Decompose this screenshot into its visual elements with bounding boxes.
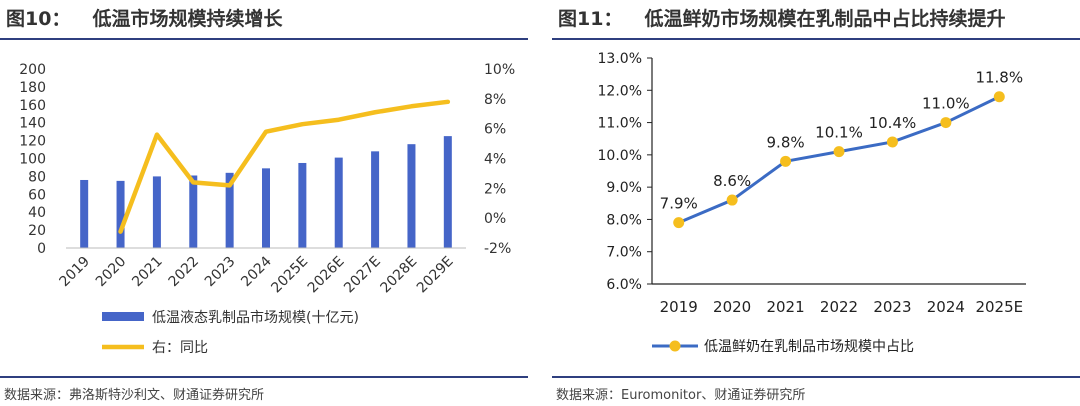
x-tick-label: 2021 [766,298,804,316]
bar [80,179,89,248]
bar [334,157,343,248]
data-label: 7.9% [660,195,698,213]
legend-bar-label: 低温液态乳制品市场规模(十亿元) [152,309,359,326]
x-tick-label: 2025E [975,298,1023,316]
data-label: 10.4% [869,114,917,132]
right-y-tick-label: 8% [484,92,506,108]
bar [262,168,270,248]
left-y-tick-label: 40 [28,205,46,221]
yoy-growth-line [118,99,451,234]
legend-label: 低温鲜奶在乳制品市场规模中占比 [704,338,914,355]
left-y-tick-label: 140 [19,116,46,132]
y-tick-label: 10.0% [598,148,642,164]
bar [298,162,307,248]
data-label: 11.0% [922,95,970,113]
x-tick-label: 2020 [93,254,130,291]
left-y-tick-label: 160 [19,98,46,114]
data-point [673,217,685,229]
data-point [940,117,952,129]
x-tick-label: 2021 [129,254,166,291]
y-tick-label: 6.0% [606,277,642,293]
left-title-rule [0,38,528,40]
right-y-tick-label: 10% [484,62,515,78]
x-tick-label: 2028E [378,254,421,297]
data-label: 9.8% [767,133,805,151]
y-tick-label: 8.0% [606,212,642,228]
x-tick-label: 2022 [820,298,858,316]
left-y-tick-label: 120 [19,134,46,150]
x-tick-label: 2020 [713,298,751,316]
left-bottom-rule [0,376,528,378]
left-y-tick-label: 60 [28,187,46,203]
right-figure-number: 图11： [558,8,623,30]
data-label: 11.8% [975,69,1023,87]
left-y-tick-label: 20 [28,223,46,239]
right-bottom-rule [552,376,1080,378]
bar [371,151,380,248]
legend-marker [669,340,681,352]
bar [189,175,198,248]
x-tick-label: 2024 [927,298,965,316]
left-figure-title: 图10： 低温市场规模持续增长 [6,4,282,31]
right-title-rule [552,38,1080,40]
x-tick-label: 2029E [414,254,457,297]
share-line [678,95,1000,225]
bar [152,176,161,248]
x-tick-label: 2026E [305,254,348,297]
right-chart: 6.0% 7.0% 8.0% 9.0% 10.0% 11.0% 12.0% 13.0% 2019… [598,51,1026,355]
right-y-tick-label: -2% [484,241,511,257]
right-figure-title: 图11： 低温鲜奶市场规模在乳制品中占比持续提升 [558,4,1005,31]
x-tick-label: 2022 [166,254,203,291]
left-figure: 图10： 低温市场规模持续增长 0 20 40 60 80 100 120 140 160 180 2… [0,0,528,406]
left-y-tick-label: 200 [19,62,46,78]
legend-bar-swatch [102,312,144,321]
x-tick-label: 2025E [268,254,311,297]
right-figure-title-text: 低温鲜奶市场规模在乳制品中占比持续提升 [644,8,1006,30]
y-tick-label: 12.0% [598,83,642,99]
data-point [886,136,898,148]
y-tick-label: 13.0% [598,51,642,67]
left-y-tick-label: 0 [37,241,46,257]
right-y-tick-label: 4% [484,152,506,168]
data-point [833,146,845,158]
right-source: 数据来源：Euromonitor、财通证券研究所 [556,388,806,403]
bar [407,144,416,248]
y-tick-label: 7.0% [606,245,642,261]
right-y-tick-label: 0% [484,211,506,227]
x-tick-label: 2019 [56,254,93,291]
x-tick-label: 2023 [202,254,239,291]
legend-line-label: 右：同比 [152,340,208,356]
left-y-tick-label: 80 [28,169,46,185]
left-source: 数据来源：弗洛斯特沙利文、财通证券研究所 [4,388,265,403]
x-tick-label: 2027E [341,254,384,297]
bar [225,172,234,248]
y-tick-label: 11.0% [598,116,642,132]
data-point [780,155,792,167]
data-point [993,91,1005,103]
left-y-tick-label: 100 [19,152,46,168]
right-figure: 图11： 低温鲜奶市场规模在乳制品中占比持续提升 6.0% 7.0% 8.0% 9.0%… [552,0,1080,406]
data-label: 8.6% [713,172,751,190]
left-figure-title-text: 低温市场规模持续增长 [92,8,283,30]
x-tick-label: 2023 [873,298,911,316]
data-point [726,194,738,206]
left-y-tick-label: 180 [19,80,46,96]
right-y-tick-label: 6% [484,122,506,138]
right-y-tick-label: 2% [484,181,506,197]
bar [443,136,452,248]
data-label: 10.1% [815,124,863,142]
bar [116,180,125,248]
x-tick-label: 2019 [660,298,698,316]
left-figure-number: 图10： [6,8,71,30]
y-tick-label: 9.0% [606,180,642,196]
